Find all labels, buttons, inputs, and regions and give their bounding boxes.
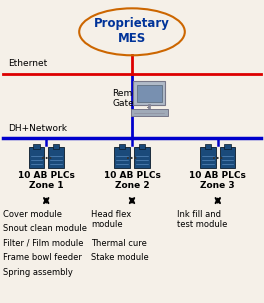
FancyBboxPatch shape — [33, 144, 40, 149]
Text: 10 AB PLCs
Zone 1: 10 AB PLCs Zone 1 — [18, 171, 75, 191]
FancyBboxPatch shape — [133, 81, 165, 105]
FancyBboxPatch shape — [130, 109, 168, 116]
FancyBboxPatch shape — [114, 147, 130, 168]
Text: Thermal cure: Thermal cure — [91, 239, 147, 248]
FancyBboxPatch shape — [224, 144, 231, 149]
Text: Ethernet: Ethernet — [8, 58, 47, 68]
Text: Spring assembly: Spring assembly — [3, 268, 73, 277]
Text: Frame bowl feeder: Frame bowl feeder — [3, 253, 82, 262]
Text: DH+Network: DH+Network — [8, 124, 67, 133]
Text: Proprietary
MES: Proprietary MES — [94, 17, 170, 45]
Text: Stake module: Stake module — [91, 253, 149, 262]
FancyBboxPatch shape — [134, 147, 150, 168]
FancyBboxPatch shape — [29, 147, 44, 168]
Text: ...: ... — [126, 151, 138, 161]
Text: Filter / Film module: Filter / Film module — [3, 239, 83, 248]
FancyBboxPatch shape — [119, 144, 125, 149]
Text: Snout clean module: Snout clean module — [3, 224, 87, 233]
Text: ...: ... — [212, 151, 223, 161]
FancyBboxPatch shape — [200, 147, 216, 168]
FancyBboxPatch shape — [220, 147, 235, 168]
Text: Head flex
module: Head flex module — [91, 210, 131, 229]
FancyBboxPatch shape — [53, 144, 59, 149]
FancyBboxPatch shape — [139, 144, 145, 149]
Text: 10 AB PLCs
Zone 2: 10 AB PLCs Zone 2 — [103, 171, 161, 191]
FancyBboxPatch shape — [48, 147, 64, 168]
FancyBboxPatch shape — [137, 85, 162, 102]
Text: Remote
Gateway: Remote Gateway — [112, 89, 152, 108]
Text: 10 AB PLCs
Zone 3: 10 AB PLCs Zone 3 — [189, 171, 246, 191]
Text: Cover module: Cover module — [3, 210, 62, 219]
Text: ...: ... — [41, 151, 52, 161]
FancyBboxPatch shape — [205, 144, 211, 149]
Text: Ink fill and
test module: Ink fill and test module — [177, 210, 227, 229]
